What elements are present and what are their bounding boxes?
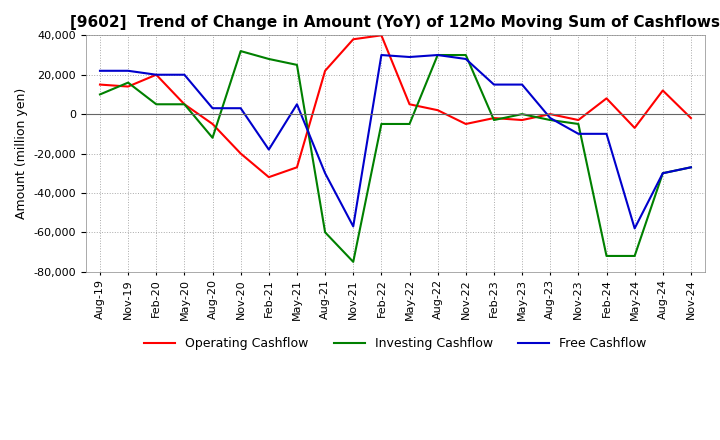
Operating Cashflow (405, 102, 414, 107)
Operating Cashflow (659, 88, 667, 93)
Investing Cashflow (349, 259, 358, 264)
Free Cashflow (518, 82, 526, 87)
Investing Cashflow (405, 121, 414, 127)
Free Cashflow (602, 131, 611, 136)
Y-axis label: Amount (million yen): Amount (million yen) (15, 88, 28, 219)
Free Cashflow (433, 52, 442, 58)
Investing Cashflow (152, 102, 161, 107)
Operating Cashflow (377, 33, 386, 38)
Free Cashflow (349, 224, 358, 229)
Investing Cashflow (124, 80, 132, 85)
Investing Cashflow (208, 135, 217, 140)
Operating Cashflow (490, 115, 498, 121)
Operating Cashflow (292, 165, 301, 170)
Investing Cashflow (433, 52, 442, 58)
Line: Investing Cashflow: Investing Cashflow (100, 51, 691, 262)
Free Cashflow (659, 171, 667, 176)
Investing Cashflow (264, 56, 273, 62)
Investing Cashflow (377, 121, 386, 127)
Free Cashflow (208, 106, 217, 111)
Operating Cashflow (180, 102, 189, 107)
Operating Cashflow (124, 84, 132, 89)
Investing Cashflow (659, 171, 667, 176)
Operating Cashflow (630, 125, 639, 131)
Free Cashflow (687, 165, 696, 170)
Operating Cashflow (236, 151, 245, 156)
Investing Cashflow (630, 253, 639, 259)
Operating Cashflow (546, 111, 554, 117)
Investing Cashflow (236, 48, 245, 54)
Title: [9602]  Trend of Change in Amount (YoY) of 12Mo Moving Sum of Cashflows: [9602] Trend of Change in Amount (YoY) o… (71, 15, 720, 30)
Free Cashflow (96, 68, 104, 73)
Investing Cashflow (546, 117, 554, 123)
Free Cashflow (152, 72, 161, 77)
Free Cashflow (321, 171, 330, 176)
Free Cashflow (630, 226, 639, 231)
Operating Cashflow (349, 37, 358, 42)
Operating Cashflow (574, 117, 582, 123)
Operating Cashflow (208, 121, 217, 127)
Investing Cashflow (602, 253, 611, 259)
Operating Cashflow (518, 117, 526, 123)
Investing Cashflow (292, 62, 301, 67)
Free Cashflow (462, 56, 470, 62)
Legend: Operating Cashflow, Investing Cashflow, Free Cashflow: Operating Cashflow, Investing Cashflow, … (139, 332, 652, 355)
Free Cashflow (292, 102, 301, 107)
Line: Free Cashflow: Free Cashflow (100, 55, 691, 228)
Free Cashflow (405, 55, 414, 60)
Investing Cashflow (574, 121, 582, 127)
Operating Cashflow (687, 115, 696, 121)
Operating Cashflow (264, 175, 273, 180)
Operating Cashflow (462, 121, 470, 127)
Free Cashflow (180, 72, 189, 77)
Investing Cashflow (518, 111, 526, 117)
Free Cashflow (574, 131, 582, 136)
Operating Cashflow (96, 82, 104, 87)
Investing Cashflow (96, 92, 104, 97)
Investing Cashflow (321, 230, 330, 235)
Operating Cashflow (321, 68, 330, 73)
Operating Cashflow (152, 72, 161, 77)
Free Cashflow (490, 82, 498, 87)
Investing Cashflow (462, 52, 470, 58)
Free Cashflow (264, 147, 273, 152)
Free Cashflow (124, 68, 132, 73)
Investing Cashflow (180, 102, 189, 107)
Free Cashflow (236, 106, 245, 111)
Investing Cashflow (687, 165, 696, 170)
Investing Cashflow (490, 117, 498, 123)
Operating Cashflow (433, 107, 442, 113)
Line: Operating Cashflow: Operating Cashflow (100, 35, 691, 177)
Free Cashflow (546, 115, 554, 121)
Operating Cashflow (602, 96, 611, 101)
Free Cashflow (377, 52, 386, 58)
